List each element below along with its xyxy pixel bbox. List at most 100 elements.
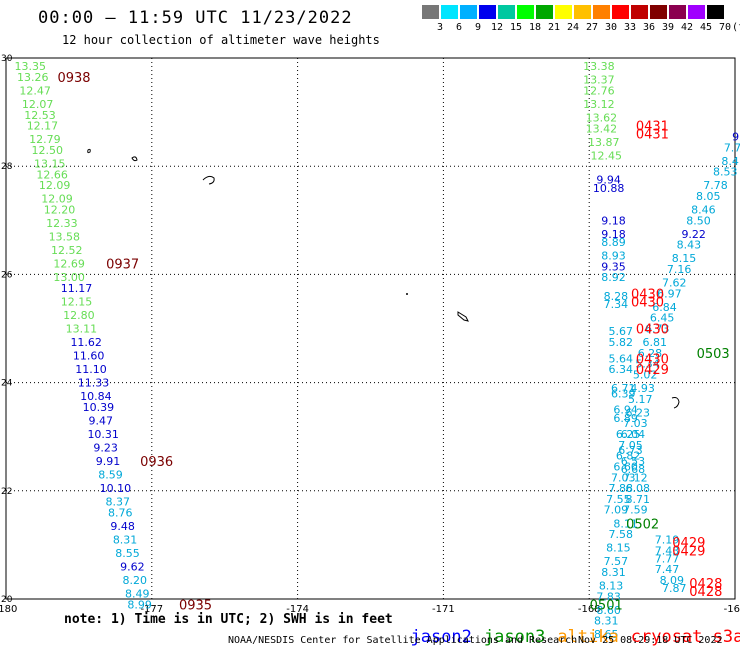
colorbar-swatch bbox=[612, 5, 629, 19]
wave-height-value: 8.20 bbox=[123, 574, 148, 587]
wave-height-value: 6.73 bbox=[645, 323, 670, 336]
y-tick-label: 22 bbox=[1, 487, 12, 497]
colorbar-label: 21 bbox=[547, 22, 561, 33]
wave-height-value: 8.99 bbox=[127, 598, 152, 611]
wave-height-value: 7.03 bbox=[623, 417, 648, 430]
colorbar-label: 27 bbox=[585, 22, 599, 33]
colorbar-label: 3 bbox=[436, 22, 444, 33]
wave-height-value: 9.23 bbox=[93, 442, 118, 455]
wave-height-value: 6.84 bbox=[652, 301, 677, 314]
wave-height-value: 13.15 bbox=[34, 157, 66, 170]
wave-height-value: 7.88 bbox=[609, 482, 634, 495]
wave-height-value: 8.4 bbox=[721, 155, 739, 168]
wave-height-value: 6.82 bbox=[616, 450, 641, 463]
wave-height-value: 12.15 bbox=[61, 295, 93, 308]
wave-height-value: 12.52 bbox=[51, 244, 83, 257]
colorbar-label: (ft) bbox=[732, 22, 740, 33]
time-label: 0430 bbox=[636, 352, 669, 367]
time-label: 0428 bbox=[689, 577, 722, 592]
wave-height-value: 12.50 bbox=[32, 144, 64, 157]
wave-height-value: 12.17 bbox=[27, 120, 59, 133]
wave-height-value: 12.80 bbox=[63, 309, 95, 322]
wave-height-value: 8.65 bbox=[594, 628, 619, 641]
wave-height-value: 12.53 bbox=[24, 109, 56, 122]
wave-height-value: 7.12 bbox=[623, 471, 648, 484]
wave-height-value: 8.37 bbox=[106, 496, 131, 509]
wave-height-value: 9.48 bbox=[110, 520, 135, 533]
wave-height-value: 5.64 bbox=[609, 352, 634, 365]
wave-height-value: 6.73 bbox=[618, 444, 643, 457]
colorbar-swatch bbox=[650, 5, 667, 19]
wave-height-value: 7.78 bbox=[703, 179, 728, 192]
wave-height-value: 8.59 bbox=[98, 469, 123, 482]
wave-height-value: 6.34 bbox=[609, 363, 634, 376]
colorbar-swatch bbox=[669, 5, 686, 19]
wave-height-value: 12.33 bbox=[46, 217, 78, 230]
wave-height-value: 5.82 bbox=[609, 336, 634, 349]
wave-height-value: 6.81 bbox=[643, 336, 668, 349]
wave-height-value: 7.7 bbox=[724, 141, 740, 154]
colorbar-swatch bbox=[479, 5, 496, 19]
colorbar-label: 30 bbox=[604, 22, 618, 33]
time-label: 0430 bbox=[636, 323, 669, 338]
wave-height-value: 8.89 bbox=[601, 236, 626, 249]
wave-height-value: 6.97 bbox=[657, 287, 682, 300]
wave-height-value: 9.18 bbox=[601, 228, 626, 241]
wave-height-value: 10.31 bbox=[87, 428, 119, 441]
wave-height-value: 8.31 bbox=[594, 615, 619, 628]
wave-height-value: 6.45 bbox=[650, 312, 675, 325]
wave-height-value: 9.62 bbox=[120, 561, 145, 574]
wave-height-value: 5.67 bbox=[609, 325, 634, 338]
wave-height-value: 7.19 bbox=[655, 533, 680, 546]
y-tick-label: 28 bbox=[1, 162, 13, 172]
wave-height-value: 8.50 bbox=[686, 214, 711, 227]
time-label: 0431 bbox=[636, 128, 669, 143]
wave-height-value: 6.60 bbox=[613, 460, 638, 473]
colorbar-swatch bbox=[555, 5, 572, 19]
colorbar-label: 9 bbox=[474, 22, 482, 33]
legend-jason3: jason3 bbox=[483, 627, 546, 647]
wave-height-value: 12.47 bbox=[19, 84, 51, 97]
colorbar-label: 39 bbox=[661, 22, 675, 33]
time-label: 0935 bbox=[179, 598, 212, 613]
wave-height-value: 7.55 bbox=[606, 493, 631, 506]
wave-height-value: 12.45 bbox=[590, 149, 622, 162]
wave-height-value: 13.38 bbox=[583, 60, 615, 73]
wave-height-value: 6.89 bbox=[613, 412, 638, 425]
y-tick-label: 26 bbox=[1, 270, 13, 280]
wave-height-value: 13.12 bbox=[583, 98, 615, 111]
wave-height-value: 13.11 bbox=[66, 323, 98, 336]
x-tick-label: -171 bbox=[432, 604, 455, 615]
wave-height-value: 7.47 bbox=[655, 563, 680, 576]
wave-height-value: 7.57 bbox=[604, 555, 629, 568]
wave-height-value: 13.87 bbox=[588, 136, 620, 149]
wave-height-value: 8.92 bbox=[601, 271, 626, 284]
x-tick-label: -177 bbox=[140, 604, 163, 615]
time-label: 0936 bbox=[140, 455, 173, 470]
wave-height-value: 8.13 bbox=[599, 579, 624, 592]
wave-height-value: 8.93 bbox=[601, 249, 626, 262]
wave-height-value: 12.66 bbox=[36, 168, 68, 181]
colorbar-label: 24 bbox=[566, 22, 580, 33]
wave-height-value: 8.76 bbox=[108, 506, 133, 519]
map-frame bbox=[5, 57, 736, 600]
wave-height-value: 9.22 bbox=[681, 228, 706, 241]
wave-height-value: 7.83 bbox=[596, 590, 621, 603]
wave-height-value: 10.39 bbox=[83, 401, 115, 414]
colorbar-swatch bbox=[707, 5, 724, 19]
colorbar-swatch bbox=[498, 5, 515, 19]
wave-height-value: 7.62 bbox=[662, 277, 687, 290]
colorbar-label: 6 bbox=[455, 22, 463, 33]
map-title: 00:00 – 11:59 UTC 11/23/2022 bbox=[38, 8, 353, 28]
wave-height-value: 5.34 bbox=[635, 358, 660, 371]
x-tick-label: -165 bbox=[724, 604, 740, 615]
wave-height-value: 12.09 bbox=[39, 179, 71, 192]
wave-height-value: 8.15 bbox=[606, 542, 631, 555]
timestamp-text: Nov 25 08:29:18 UTC 2022 bbox=[578, 635, 723, 646]
colorbar-swatch bbox=[574, 5, 591, 19]
wave-height-value: 8.43 bbox=[677, 239, 702, 252]
wave-height-value: 8.11 bbox=[613, 517, 638, 530]
colorbar-label: 36 bbox=[642, 22, 656, 33]
time-label: 0428 bbox=[689, 585, 722, 600]
